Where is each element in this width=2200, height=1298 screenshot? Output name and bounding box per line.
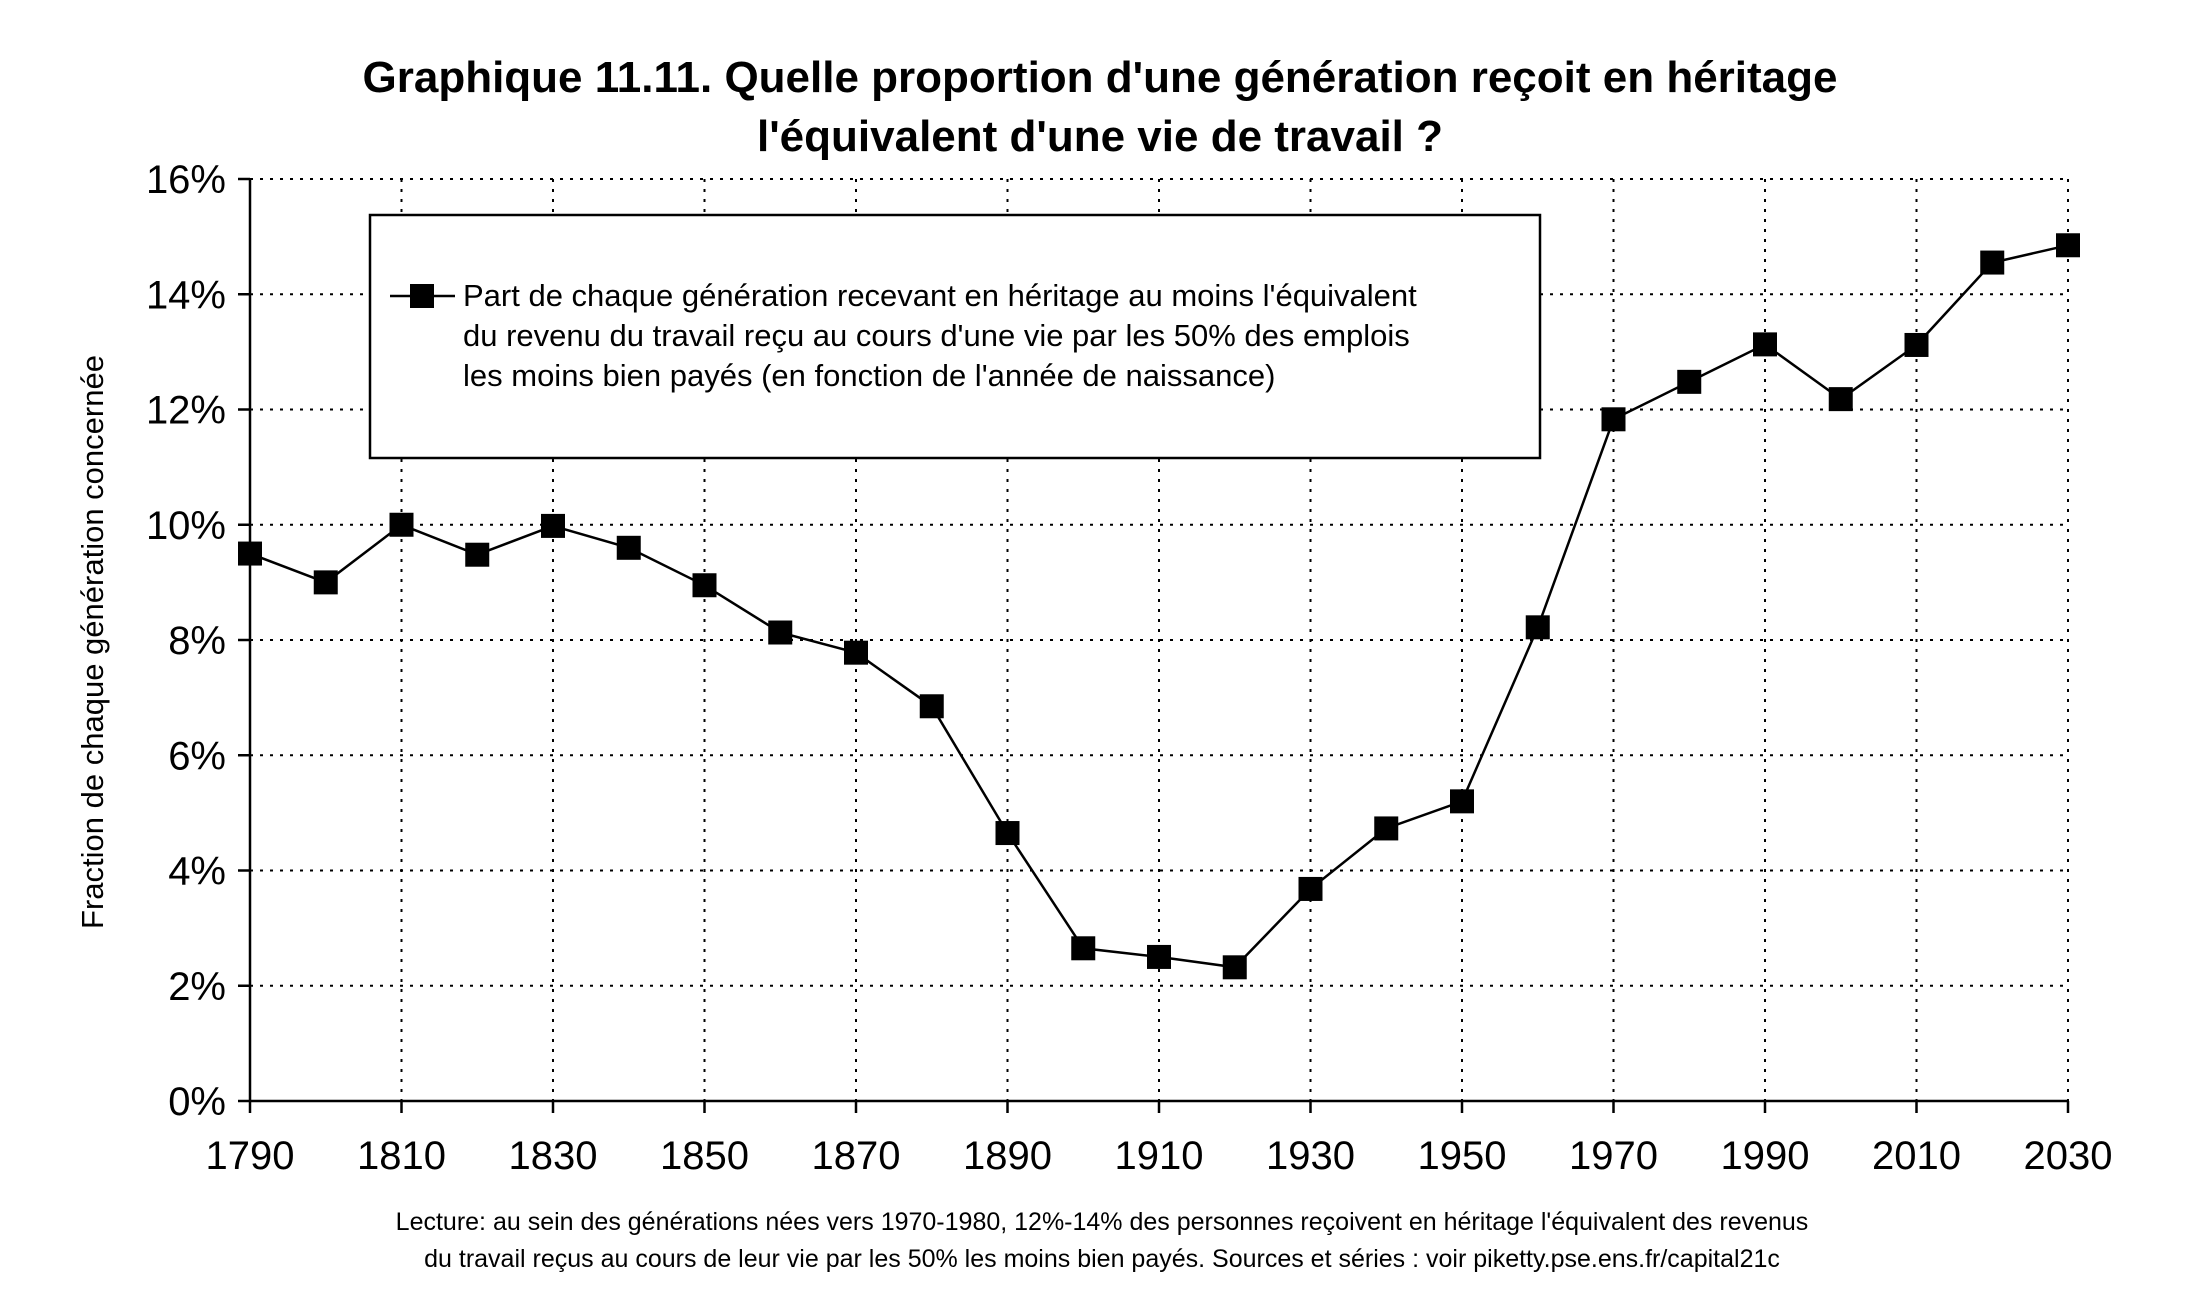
x-tick-label: 2010 [1872,1134,1961,1178]
y-tick-labels: 0% 2% 4% 6% 8% 10% 12% 14% 16% [146,158,226,1124]
y-tick-label: 14% [146,273,226,317]
data-point-marker [692,573,717,598]
y-tick-label: 0% [168,1080,226,1124]
data-point-marker [238,541,262,566]
data-point-marker [465,542,490,567]
y-tick-label: 6% [168,734,226,778]
data-point-marker [1374,816,1399,841]
data-point-marker [768,620,793,645]
x-tick-label: 1970 [1569,1134,1658,1178]
x-tick-label: 1850 [660,1134,749,1178]
data-point-marker [1298,876,1323,901]
legend-text-line-1: Part de chaque génération recevant en hé… [463,278,1417,313]
y-tick-label: 4% [168,850,226,894]
y-tick-label: 16% [146,158,226,202]
legend: Part de chaque génération recevant en hé… [368,213,1542,460]
data-point-marker [1071,936,1096,961]
legend-text-line-3: les moins bien payés (en fonction de l'a… [463,358,1275,393]
chart-title-line-1: Graphique 11.11. Quelle proportion d'une… [363,53,1838,102]
x-tick-label: 1810 [357,1134,446,1178]
legend-marker [410,284,434,308]
data-point-marker [541,513,565,538]
data-point-marker [1601,407,1626,432]
data-point-marker [844,640,868,665]
data-point-marker [1828,387,1853,412]
x-tick-label: 1870 [812,1134,901,1178]
data-point-marker [1980,250,2005,275]
chart-title-line-2: l'équivalent d'une vie de travail ? [757,112,1443,161]
legend-text-line-2: du revenu du travail reçu au cours d'une… [463,318,1410,353]
axes [238,177,2070,1113]
data-point-marker [1450,789,1474,814]
y-tick-label: 10% [146,504,226,548]
data-point-marker [313,570,338,595]
data-point-marker [389,512,414,537]
y-tick-label: 8% [168,619,226,663]
x-tick-label: 1910 [1115,1134,1204,1178]
data-point-marker [919,694,944,719]
data-point-marker [1904,332,1929,357]
x-tick-labels: 1790 1810 1830 1850 1870 1890 1910 1930 1950 1970… [206,1134,2113,1178]
data-point-marker [616,535,641,560]
series [238,233,2080,980]
y-tick-label: 2% [168,965,226,1009]
data-point-marker [1525,615,1550,640]
data-point-marker [2056,233,2080,258]
data-point-marker [1753,332,1777,357]
y-axis-label: Fraction de chaque génération concernée [75,355,110,929]
x-tick-label: 1930 [1266,1134,1355,1178]
note-line-1: Lecture: au sein des générations nées ve… [396,1208,1809,1236]
x-tick-label: 1890 [963,1134,1052,1178]
data-point-marker [995,821,1020,846]
data-point-marker [1222,955,1247,980]
data-point-marker [1677,369,1702,394]
x-tick-label: 1830 [509,1134,598,1178]
x-tick-label: 1990 [1721,1134,1810,1178]
x-tick-label: 2030 [2024,1134,2113,1178]
y-tick-label: 12% [146,389,226,433]
x-tick-label: 1950 [1418,1134,1507,1178]
data-point-marker [1147,944,1171,969]
legend-box [368,213,1542,460]
x-tick-label: 1790 [206,1134,295,1178]
note-line-2: du travail reçus au cours de leur vie pa… [424,1245,1780,1273]
